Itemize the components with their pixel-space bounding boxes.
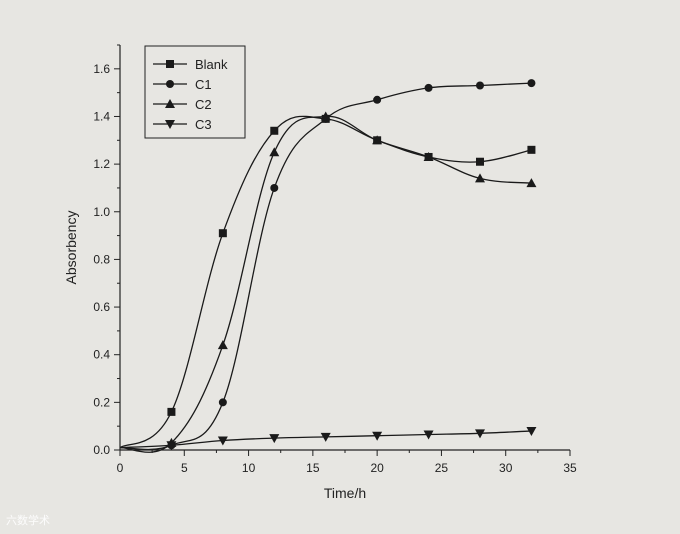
y-axis-title: Absorbency xyxy=(63,211,79,285)
data-point xyxy=(526,426,537,436)
data-point xyxy=(217,340,228,350)
data-point xyxy=(475,173,485,183)
x-tick-label: 0 xyxy=(117,461,124,475)
data-point xyxy=(423,151,434,161)
y-tick-label: 1.6 xyxy=(93,62,110,76)
data-point xyxy=(527,79,536,88)
series-c3 xyxy=(119,426,537,451)
y-tick-label: 0.6 xyxy=(93,300,110,314)
series-blank xyxy=(119,114,536,449)
data-point xyxy=(269,147,280,157)
data-point xyxy=(372,431,383,441)
y-tick-label: 1.2 xyxy=(93,157,110,171)
x-tick-label: 20 xyxy=(370,461,384,475)
data-point xyxy=(320,111,331,121)
legend-marker xyxy=(166,80,174,88)
x-tick-label: 5 xyxy=(181,461,188,475)
watermark-logo: 六数学术 xyxy=(6,512,50,528)
data-point xyxy=(218,229,227,238)
axes: 0 5 10 15 20 25 30 35 0.0 0.2 0.4 0.6 0.8 1.0 1.2 1.4 1.… xyxy=(63,44,577,501)
data-point xyxy=(476,157,484,166)
legend-marker xyxy=(165,99,175,108)
data-point xyxy=(320,432,331,442)
legend-label: C3 xyxy=(195,117,212,132)
legend: Blank C1 C2 C3 xyxy=(144,45,246,139)
x-tick-label: 15 xyxy=(306,461,320,475)
legend-label: C1 xyxy=(195,77,212,92)
legend-marker xyxy=(166,60,174,68)
data-point xyxy=(270,183,279,192)
series-line xyxy=(119,115,532,449)
data-point xyxy=(218,398,227,407)
series-c1 xyxy=(119,79,536,451)
data-point xyxy=(423,430,434,440)
y-tick-label: 0.4 xyxy=(93,348,110,362)
data-point xyxy=(167,407,176,416)
x-tick-label: 35 xyxy=(563,461,577,475)
x-axis-title: Time/h xyxy=(324,485,366,501)
y-tick-label: 1.4 xyxy=(93,109,110,123)
series-layer xyxy=(119,79,537,453)
legend-label: Blank xyxy=(195,57,228,72)
data-point xyxy=(527,145,536,154)
legend-marker xyxy=(165,120,175,129)
data-point xyxy=(526,178,537,188)
data-point xyxy=(476,81,484,90)
series-c2 xyxy=(119,111,537,453)
legend-box xyxy=(144,45,246,139)
legend-label: C2 xyxy=(195,97,212,112)
y-tick-label: 0.2 xyxy=(93,395,110,409)
x-tick-label: 10 xyxy=(242,461,256,475)
data-point xyxy=(475,429,485,439)
y-tick-label: 1.0 xyxy=(93,205,110,219)
data-point xyxy=(269,434,280,444)
series-line xyxy=(119,82,532,451)
x-tick-label: 25 xyxy=(435,461,449,475)
data-point xyxy=(372,135,383,145)
y-tick-label: 0.0 xyxy=(93,443,110,457)
data-point xyxy=(217,436,228,446)
data-point xyxy=(270,126,279,135)
y-tick-label: 0.8 xyxy=(93,252,110,266)
data-point xyxy=(424,83,433,92)
x-tick-label: 30 xyxy=(499,461,513,475)
watermark-text: 六数学术 xyxy=(6,514,50,527)
data-point xyxy=(166,441,177,451)
data-point xyxy=(373,95,382,104)
series-line xyxy=(119,115,532,453)
